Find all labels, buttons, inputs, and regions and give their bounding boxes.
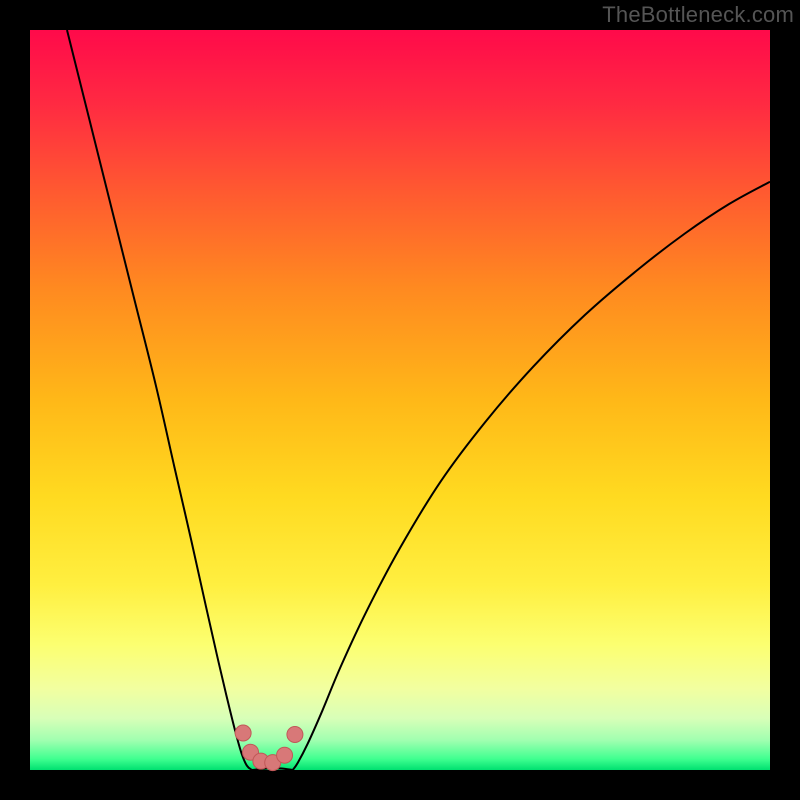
valley-marker: [235, 725, 251, 741]
valley-marker: [287, 726, 303, 742]
left-curve: [67, 30, 252, 770]
valley-marker: [277, 747, 293, 763]
right-curve: [293, 182, 770, 770]
curve-layer: [30, 30, 770, 770]
watermark-text: TheBottleneck.com: [602, 2, 794, 28]
chart-canvas: TheBottleneck.com: [0, 0, 800, 800]
plot-area: [30, 30, 770, 770]
